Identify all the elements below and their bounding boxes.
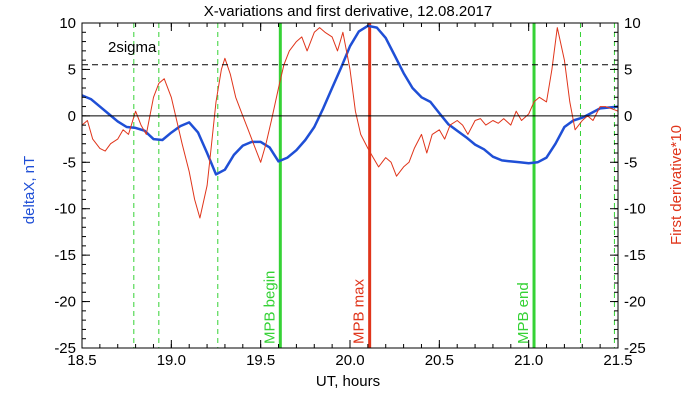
y-tick-label-left: -5: [63, 154, 76, 171]
y-tick-label-left: -10: [54, 201, 76, 218]
x-tick-label: 18.5: [67, 352, 96, 369]
chart-title: X-variations and first derivative, 12.08…: [204, 3, 493, 20]
y-tick-label-right: 10: [624, 15, 641, 32]
y-tick-label-right: -5: [624, 154, 637, 171]
series-lines: [81, 24, 619, 219]
y-tick-label-right: -10: [624, 201, 646, 218]
marker-label-mpb-max: MPB max: [351, 278, 368, 344]
x-tick-label: 19.0: [157, 352, 186, 369]
threshold-label: 2sigma: [108, 39, 157, 56]
y-tick-label-left: 0: [68, 108, 76, 125]
y-tick-label-left: -25: [54, 340, 76, 357]
deltax-line: [81, 24, 619, 176]
marker-label-mpb-begin: MPB begin: [261, 271, 278, 344]
y-tick-label-right: 5: [624, 61, 632, 78]
y-tick-label-right: 0: [624, 108, 632, 125]
x-tick-label: 20.5: [425, 352, 454, 369]
y-axis-label-left: deltaX, nT: [21, 156, 38, 224]
x-tick-label: 19.5: [246, 352, 275, 369]
axes: 18.5 19.0 19.5 20.0 20.5 21.0 21.5 10 5 0 -5 -10 -15…: [54, 15, 645, 369]
vertical-markers: MPB begin MPB max MPB end: [133, 23, 615, 348]
y-tick-label-right: -25: [624, 340, 646, 357]
y-axis-label-right: First derivative*10: [668, 125, 685, 245]
derivative-line: [81, 27, 619, 219]
reference-lines: [82, 64, 618, 117]
y-tick-label-left: -15: [54, 247, 76, 264]
marker-label-mpb-end: MPB end: [515, 282, 532, 344]
y-tick-label-right: -20: [624, 294, 646, 311]
y-tick-label-right: -15: [624, 247, 646, 264]
x-axis-label: UT, hours: [316, 373, 380, 390]
x-tick-label: 21.5: [603, 352, 632, 369]
y-tick-label-left: 10: [59, 15, 76, 32]
y-tick-label-left: 5: [68, 61, 76, 78]
x-tick-label: 21.0: [514, 352, 543, 369]
y-tick-label-left: -20: [54, 294, 76, 311]
x-tick-label: 20.0: [335, 352, 364, 369]
